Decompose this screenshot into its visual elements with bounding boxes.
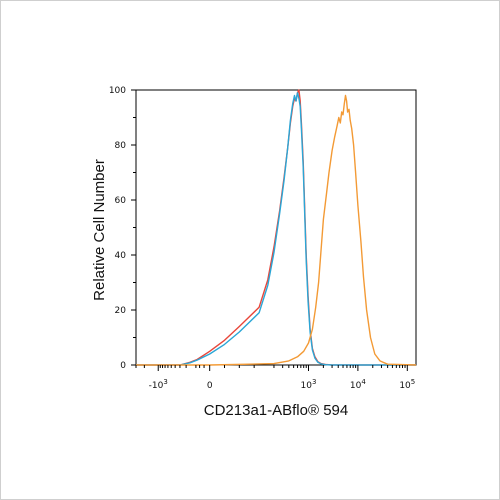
series-curves (136, 89, 417, 366)
y-axis: 0 20 40 60 80 100 (109, 86, 136, 371)
plot-area-border (135, 89, 417, 366)
x-axis: -103 0 103 104 105 (135, 365, 415, 391)
y-axis-title: Relative Cell Number (91, 159, 108, 301)
x-tick-label: 105 (399, 378, 415, 391)
y-tick-label: 20 (115, 306, 127, 316)
series-line-1 (136, 89, 416, 366)
series-line-3 (136, 94, 417, 366)
x-axis-title: CD213a1-ABflo® 594 (204, 402, 348, 419)
y-tick-label: 80 (115, 141, 127, 151)
y-tick-label: 100 (109, 86, 126, 96)
x-tick-label: -103 (149, 378, 168, 391)
y-tick-label: 60 (115, 196, 127, 206)
y-tick-label: 0 (120, 361, 126, 371)
series-line-2 (136, 92, 416, 366)
x-tick-label: 103 (301, 378, 317, 391)
x-tick-label: 104 (350, 378, 366, 391)
x-tick-label: 0 (207, 381, 213, 391)
y-tick-label: 40 (115, 251, 127, 261)
